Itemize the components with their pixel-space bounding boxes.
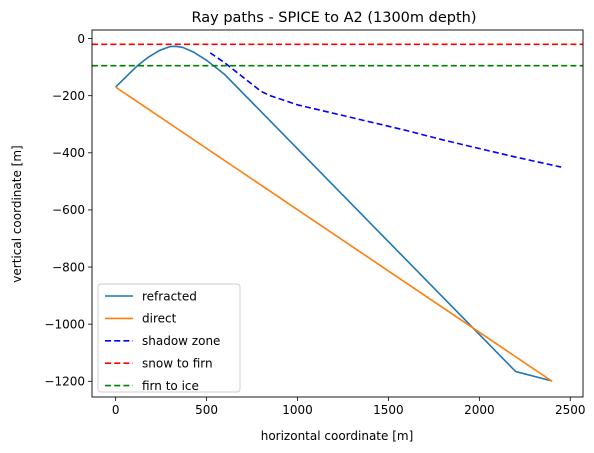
y-tick-label: −1200 — [44, 375, 85, 389]
x-tick-label: 2000 — [464, 403, 495, 417]
y-tick-label: 0 — [77, 32, 85, 46]
y-tick-label: −200 — [52, 89, 85, 103]
x-axis-label: horizontal coordinate [m] — [261, 429, 414, 443]
series-line-refracted — [115, 45, 553, 382]
series-line-direct — [115, 86, 553, 382]
x-ticks: 0 500 1000 1500 2000 2500 — [112, 397, 586, 417]
y-tick-label: −1000 — [44, 317, 85, 331]
y-tick-label: −600 — [52, 203, 85, 217]
y-axis-label: vertical coordinate [m] — [10, 145, 24, 282]
legend-label-snow-to-firn: snow to firn — [142, 357, 213, 371]
legend-label-refracted: refracted — [142, 289, 197, 303]
y-ticks: 0 −200 −400 −600 −800 −1000 −1200 — [44, 32, 92, 389]
chart-title: Ray paths - SPICE to A2 (1300m depth) — [192, 10, 477, 26]
x-tick-label: 1500 — [373, 403, 404, 417]
x-tick-label: 0 — [112, 403, 120, 417]
y-tick-label: −800 — [52, 260, 85, 274]
x-tick-label: 1000 — [282, 403, 313, 417]
legend-box — [97, 283, 241, 393]
y-tick-label: −400 — [52, 146, 85, 160]
legend-label-direct: direct — [142, 312, 177, 326]
plot-frame — [91, 29, 584, 398]
legend-label-firn-to-ice: firn to ice — [142, 379, 199, 393]
x-tick-label: 2500 — [555, 403, 586, 417]
series-line-shadow-zone — [209, 52, 562, 168]
legend: refracted direct shadow zone snow to firn fi… — [97, 283, 241, 393]
series-layer — [92, 43, 583, 382]
x-tick-label: 500 — [195, 403, 218, 417]
legend-label-shadow-zone: shadow zone — [142, 334, 220, 348]
